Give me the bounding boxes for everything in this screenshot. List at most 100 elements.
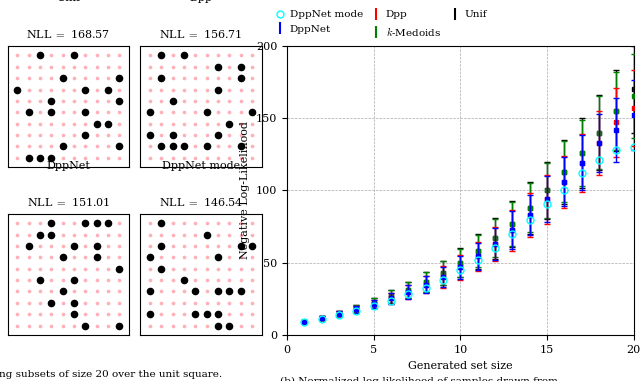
Point bbox=[69, 255, 79, 261]
Point bbox=[236, 232, 246, 238]
Point bbox=[80, 232, 90, 238]
Point bbox=[12, 322, 22, 328]
Point bbox=[58, 143, 68, 149]
Point bbox=[179, 53, 189, 59]
Point bbox=[247, 132, 257, 138]
Point bbox=[24, 255, 34, 261]
Point bbox=[202, 311, 212, 317]
Point bbox=[103, 75, 113, 81]
Point bbox=[92, 255, 102, 261]
Text: DppNet: DppNet bbox=[47, 161, 90, 171]
Point bbox=[213, 322, 223, 328]
Point bbox=[179, 143, 189, 149]
Point bbox=[224, 120, 234, 126]
Point bbox=[58, 255, 68, 261]
Point bbox=[58, 53, 68, 59]
Point bbox=[156, 266, 166, 272]
Point bbox=[58, 322, 68, 328]
Point bbox=[202, 98, 212, 104]
Point bbox=[35, 98, 45, 104]
Point bbox=[24, 243, 34, 249]
Point bbox=[202, 232, 212, 238]
Point bbox=[69, 288, 79, 295]
Point bbox=[46, 311, 56, 317]
Point bbox=[224, 86, 234, 93]
Point bbox=[213, 132, 223, 138]
Point bbox=[103, 255, 113, 261]
Point bbox=[115, 220, 125, 226]
Point bbox=[213, 64, 223, 70]
Point bbox=[80, 64, 90, 70]
Point bbox=[247, 75, 257, 81]
Point bbox=[145, 53, 155, 59]
Point bbox=[236, 243, 246, 249]
Point bbox=[202, 132, 212, 138]
Text: DppNet mode: DppNet mode bbox=[162, 161, 240, 171]
Point bbox=[202, 155, 212, 161]
Point bbox=[168, 64, 178, 70]
Point bbox=[115, 243, 125, 249]
Point bbox=[35, 311, 45, 317]
Point bbox=[202, 322, 212, 328]
Point bbox=[213, 300, 223, 306]
Point bbox=[115, 266, 125, 272]
Point bbox=[115, 109, 125, 115]
Point bbox=[145, 300, 155, 306]
Point bbox=[24, 155, 34, 161]
Point bbox=[247, 311, 257, 317]
Point bbox=[156, 243, 166, 249]
Point bbox=[80, 98, 90, 104]
Point bbox=[236, 266, 246, 272]
Point bbox=[58, 75, 68, 81]
Point bbox=[69, 75, 79, 81]
Point bbox=[202, 120, 212, 126]
Point bbox=[80, 288, 90, 295]
Point bbox=[247, 64, 257, 70]
Point bbox=[156, 232, 166, 238]
Point bbox=[58, 288, 68, 295]
Point bbox=[12, 86, 22, 93]
Point bbox=[145, 255, 155, 261]
Point bbox=[190, 311, 200, 317]
Point bbox=[92, 120, 102, 126]
Point bbox=[103, 86, 113, 93]
Point bbox=[145, 75, 155, 81]
Point bbox=[145, 322, 155, 328]
Point bbox=[190, 64, 200, 70]
Point bbox=[179, 322, 189, 328]
Point bbox=[168, 132, 178, 138]
Point bbox=[35, 155, 45, 161]
Point bbox=[115, 64, 125, 70]
Point bbox=[168, 322, 178, 328]
Point bbox=[156, 120, 166, 126]
Point bbox=[58, 311, 68, 317]
Point bbox=[213, 155, 223, 161]
Point bbox=[145, 288, 155, 295]
Point bbox=[80, 243, 90, 249]
Point bbox=[236, 75, 246, 81]
Point bbox=[92, 300, 102, 306]
Point bbox=[236, 143, 246, 149]
Point bbox=[247, 277, 257, 283]
Point bbox=[179, 311, 189, 317]
Point bbox=[46, 98, 56, 104]
Point bbox=[58, 143, 68, 149]
Point bbox=[92, 243, 102, 249]
Point bbox=[103, 311, 113, 317]
Point bbox=[145, 255, 155, 261]
Point bbox=[46, 132, 56, 138]
Point bbox=[69, 120, 79, 126]
Point bbox=[92, 86, 102, 93]
Point bbox=[179, 53, 189, 59]
Point bbox=[12, 53, 22, 59]
Point bbox=[145, 64, 155, 70]
Point bbox=[213, 98, 223, 104]
Point bbox=[69, 300, 79, 306]
Point bbox=[190, 53, 200, 59]
Text: NLL $=$ 151.01: NLL $=$ 151.01 bbox=[27, 195, 110, 208]
Point bbox=[46, 243, 56, 249]
Point bbox=[236, 86, 246, 93]
Point bbox=[168, 98, 178, 104]
Point bbox=[12, 300, 22, 306]
Point bbox=[156, 143, 166, 149]
